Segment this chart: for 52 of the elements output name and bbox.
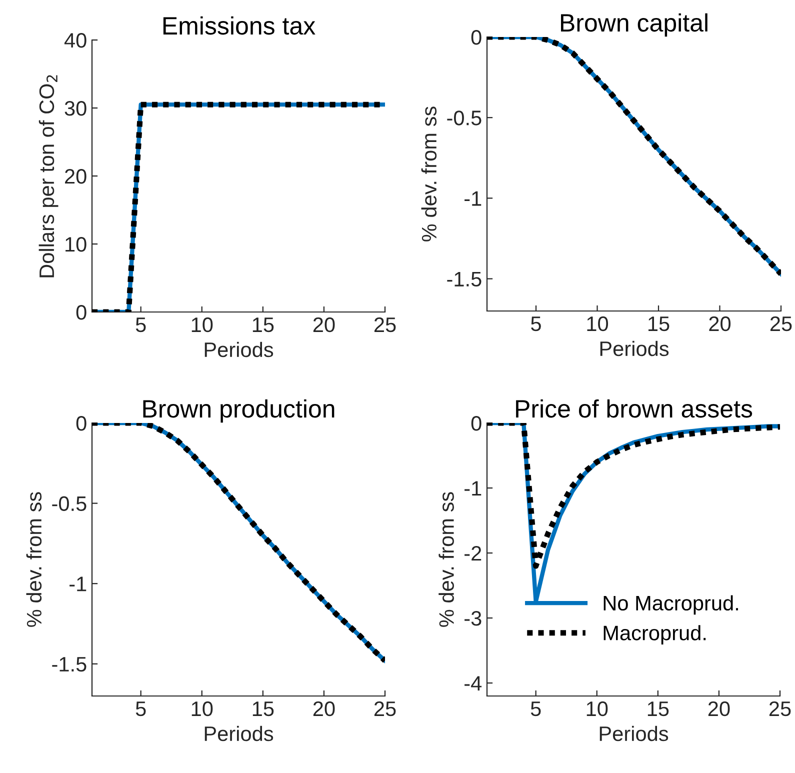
y-axis-title: Dollars per ton of CO$_{2}$ (38, 75, 58, 278)
x-tick-label: 10 (192, 317, 213, 332)
y-tick-label: 0 (471, 416, 482, 431)
x-axis-title: Periods (600, 340, 669, 356)
x-tick-label: 25 (374, 701, 396, 716)
x-axis-title: Periods (204, 726, 274, 742)
chart-title: Price of brown assets (516, 399, 752, 418)
y-tick-label: 10 (66, 237, 86, 252)
x-tick-label: 20 (313, 317, 335, 332)
y-tick-label: 0 (471, 30, 482, 45)
y-axis-title: % dev. from ss (421, 106, 437, 242)
y-tick-label: -0.5 (52, 496, 86, 512)
chart-title: Brown capital (561, 13, 708, 37)
x-tick-label: 25 (770, 316, 792, 332)
y-tick-label: -1 (464, 481, 482, 496)
y-tick-label: -0.5 (447, 110, 482, 126)
x-tick-label: 5 (531, 316, 541, 332)
x-tick-label: 15 (648, 702, 669, 716)
x-tick-label: 15 (252, 702, 274, 716)
legend-label: No Macroprud. (604, 595, 738, 615)
x-tick-label: 5 (530, 702, 541, 716)
chart-title: Emissions tax (163, 16, 316, 35)
y-tick-label: -1 (464, 191, 482, 206)
y-tick-label: 0 (76, 305, 86, 320)
x-tick-label: 10 (586, 701, 608, 716)
x-tick-label: 5 (136, 318, 146, 332)
legend-label: Macroprud. (604, 625, 706, 644)
y-axis-title: % dev. from ss (438, 492, 454, 627)
y-tick-label: -2 (464, 546, 482, 561)
y-tick-label: 20 (65, 169, 86, 184)
y-tick-label: -4 (464, 676, 482, 691)
chart-title: Brown production (143, 399, 334, 423)
x-tick-label: 15 (252, 318, 274, 332)
x-tick-label: 25 (374, 317, 396, 332)
y-tick-label: -1 (70, 576, 86, 592)
y-axis-title: % dev. from ss (26, 492, 42, 627)
x-tick-label: 10 (192, 701, 213, 716)
x-tick-label: 5 (136, 702, 146, 716)
y-tick-label: -1.5 (447, 272, 482, 287)
y-tick-label: 0 (76, 416, 86, 431)
y-tick-label: 30 (64, 101, 86, 116)
x-axis-title: Periods (600, 726, 668, 742)
x-tick-label: 20 (313, 701, 335, 716)
x-tick-label: 25 (769, 701, 791, 716)
x-tick-label: 20 (708, 701, 730, 716)
x-axis-title: Periods (204, 342, 274, 358)
x-tick-label: 20 (709, 316, 731, 332)
x-tick-label: 15 (648, 316, 670, 332)
y-tick-label: -1.5 (52, 657, 86, 672)
x-tick-label: 10 (587, 316, 608, 332)
y-tick-label: 40 (64, 33, 86, 48)
y-tick-label: -3 (464, 611, 482, 626)
